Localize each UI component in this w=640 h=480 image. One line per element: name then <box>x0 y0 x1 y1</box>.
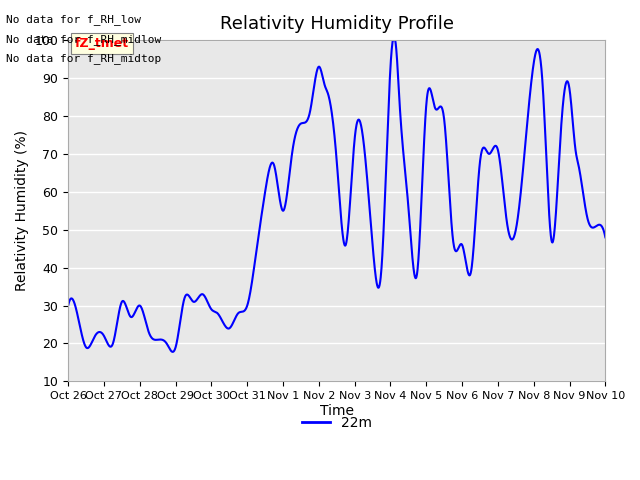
Text: fZ_tmet: fZ_tmet <box>75 37 129 50</box>
Text: No data for f_RH_low: No data for f_RH_low <box>6 14 141 25</box>
Text: No data for f_RH_midtop: No data for f_RH_midtop <box>6 53 162 64</box>
Y-axis label: Relativity Humidity (%): Relativity Humidity (%) <box>15 130 29 291</box>
Title: Relativity Humidity Profile: Relativity Humidity Profile <box>220 15 454 33</box>
Text: No data for f_RH_midlow: No data for f_RH_midlow <box>6 34 162 45</box>
X-axis label: Time: Time <box>320 404 354 418</box>
Legend: 22m: 22m <box>296 411 377 436</box>
